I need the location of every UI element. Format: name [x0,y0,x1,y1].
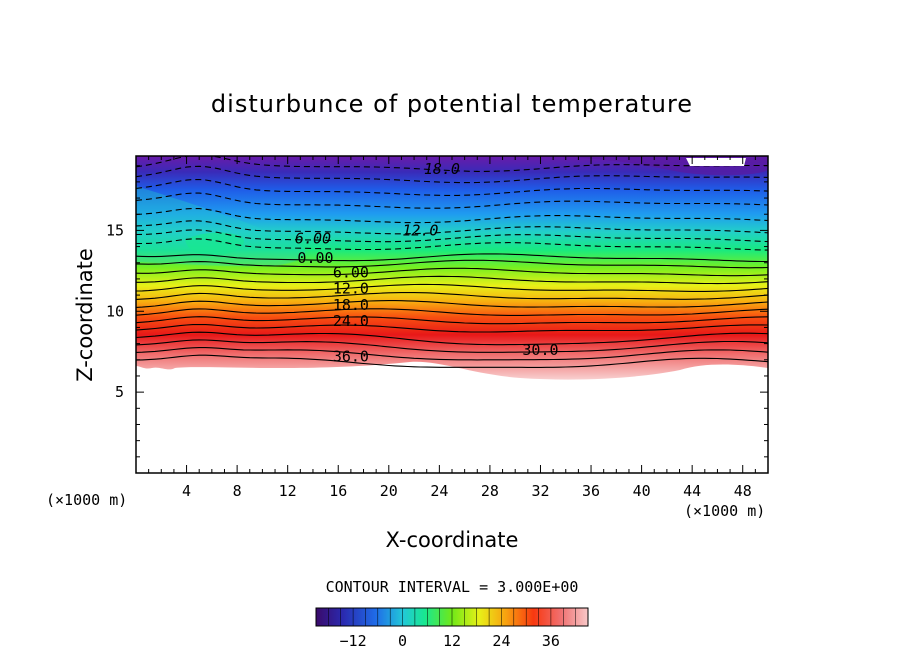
x-tick-label: 4 [182,482,191,500]
contour-label: 18.0 [424,160,460,178]
colorbar-frame [315,607,589,627]
x-unit-label: (×1000 m) [46,491,127,509]
contour-line [136,331,768,346]
contour-label: 18.0 [333,296,369,314]
x-axis: 4 8 12 16 20 24 28 32 36 40 44 48 [148,156,756,500]
contour-line [136,354,768,368]
colorbar-tick-labels: −12 0 12 24 36 [340,632,560,650]
y-axis: 5 10 15 [106,165,768,458]
colorbar-tick-label: 0 [398,632,407,650]
x-tick-label: 20 [380,482,398,500]
contour-label: 12.0 [402,221,438,239]
contour-label: 36.0 [333,348,369,366]
x-tick-label: 44 [683,482,701,500]
contour-label: 30.0 [522,341,558,359]
x-tick-label: 12 [279,482,297,500]
x-tick-label: 8 [233,482,242,500]
x-tick-label: 48 [734,482,752,500]
x-tick-label: 16 [329,482,347,500]
contour-interval-note: CONTOUR INTERVAL = 3.000E+00 [326,578,579,596]
contour-line [136,300,768,308]
y-tick-label: 5 [115,383,124,401]
contour-label: 0.00 [297,249,333,267]
x-tick-label: 32 [531,482,549,500]
contour-line [136,267,768,277]
x-axis-title: X-coordinate [386,528,519,552]
contour-lines [136,156,768,368]
x-tick-label: 36 [582,482,600,500]
contour-line [136,308,768,316]
contour-label: 6.00 [333,263,369,281]
colorbar-tick-label: 12 [443,632,461,650]
contour-line [136,275,768,285]
contour-line [136,347,768,361]
contour-label: 12.0 [333,280,369,298]
plot-area [136,156,768,380]
x-tick-label: 24 [430,482,448,500]
contour-line [136,316,768,325]
colorbar: −12 0 12 24 36 [315,607,589,650]
x-tick-label: 40 [633,482,651,500]
colorbar-tick-label: 24 [492,632,510,650]
colorbar-tick-label: 36 [542,632,560,650]
z-unit-label: (×1000 m) [684,502,765,520]
contour-line [136,253,768,263]
contour-label: 6.00 [295,229,331,247]
colorbar-segments [328,608,576,626]
contour-line [136,323,768,333]
contour-line [136,339,768,353]
contour-line [136,291,768,300]
y-tick-label: 10 [106,302,124,320]
colorbar-tick-label: −12 [340,632,367,650]
x-tick-label: 28 [481,482,499,500]
y-tick-label: 15 [106,221,124,239]
missing-data-patch [686,158,746,166]
y-axis-title: Z-coordinate [73,248,97,382]
contour-line [136,259,768,269]
contour-label: 24.0 [333,312,369,330]
contour-line [136,283,768,292]
chart-title: disturbunce of potential temperature [211,90,693,118]
